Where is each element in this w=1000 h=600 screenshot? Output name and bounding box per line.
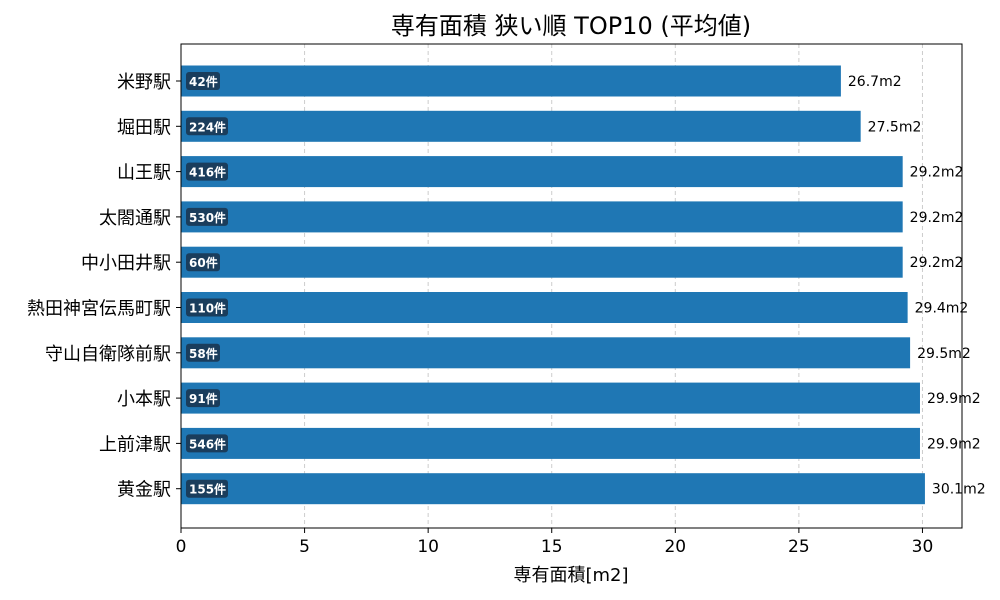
category-label-7: 小本駅 — [117, 389, 171, 410]
value-label-4: 29.2m2 — [910, 255, 964, 271]
category-label-6: 守山自衛隊前駅 — [45, 344, 171, 365]
bar-4 — [181, 246, 903, 278]
count-badge-label-3: 530件 — [189, 210, 226, 225]
value-label-5: 29.4m2 — [915, 301, 969, 317]
value-label-3: 29.2m2 — [910, 210, 964, 226]
bar-0 — [181, 65, 841, 97]
bar-3 — [181, 201, 903, 233]
category-label-2: 山王駅 — [117, 163, 171, 184]
bar-2 — [181, 156, 903, 188]
count-badge-label-4: 60件 — [189, 255, 218, 270]
value-label-6: 29.5m2 — [917, 346, 971, 362]
count-badge-label-0: 42件 — [189, 74, 218, 89]
count-badge-1 — [186, 117, 228, 136]
count-badge-2 — [186, 162, 228, 181]
x-tick-label-6: 30 — [912, 537, 934, 557]
bars-group: 42件 26.7m2 224件 27.5m2 416件 29.2m2 530件 29.2m2 6… — [181, 65, 986, 505]
plot-frame — [180, 43, 963, 529]
category-label-0: 米野駅 — [117, 72, 171, 93]
count-badge-8 — [186, 434, 228, 453]
x-tick-label-2: 10 — [417, 537, 439, 557]
value-label-2: 29.2m2 — [910, 165, 964, 181]
bar-5 — [181, 292, 908, 323]
bar-7 — [181, 382, 920, 414]
count-badge-label-7: 91件 — [189, 391, 218, 406]
count-badge-4 — [186, 253, 220, 272]
count-badge-label-9: 155件 — [189, 482, 226, 497]
chart-title: 専有面積 狭い順 TOP10 (平均値) — [391, 12, 751, 40]
category-label-4: 中小田井駅 — [81, 253, 171, 274]
category-label-1: 堀田駅 — [117, 117, 171, 138]
x-tick-label-4: 20 — [664, 537, 686, 557]
category-label-9: 黄金駅 — [117, 480, 171, 501]
value-label-8: 29.9m2 — [927, 436, 981, 452]
count-badge-9 — [186, 479, 228, 498]
category-label-8: 上前津駅 — [99, 434, 171, 455]
bar-9 — [181, 473, 925, 505]
count-badge-7 — [186, 389, 220, 408]
count-badge-6 — [186, 343, 220, 362]
count-badge-0 — [186, 72, 220, 90]
count-badge-5 — [186, 298, 228, 317]
bar-8 — [181, 427, 920, 459]
count-badge-3 — [186, 207, 228, 226]
value-label-7: 29.9m2 — [927, 391, 981, 407]
value-label-0: 26.7m2 — [848, 74, 902, 90]
value-label-1: 27.5m2 — [868, 119, 922, 135]
bar-6 — [181, 337, 911, 369]
x-tick-label-3: 15 — [541, 537, 563, 557]
x-axis-label: 専有面積[m2] — [513, 565, 628, 586]
x-tick-label-1: 5 — [299, 537, 310, 557]
x-tick-label-5: 25 — [788, 537, 810, 557]
count-badge-label-8: 546件 — [189, 436, 226, 451]
x-tick-label-0: 0 — [176, 537, 187, 557]
category-label-3: 太閤通駅 — [99, 208, 171, 229]
count-badge-label-2: 416件 — [189, 165, 226, 180]
category-label-5: 熱田神宮伝馬町駅 — [27, 299, 171, 320]
axes-group: 米野駅堀田駅山王駅太閤通駅中小田井駅熱田神宮伝馬町駅守山自衛隊前駅小本駅上前津駅… — [27, 43, 963, 557]
count-badge-label-5: 110件 — [189, 301, 226, 316]
count-badge-label-1: 224件 — [189, 119, 226, 134]
value-label-9: 30.1m2 — [932, 482, 986, 498]
bar-1 — [181, 110, 861, 142]
count-badge-label-6: 58件 — [189, 346, 218, 361]
